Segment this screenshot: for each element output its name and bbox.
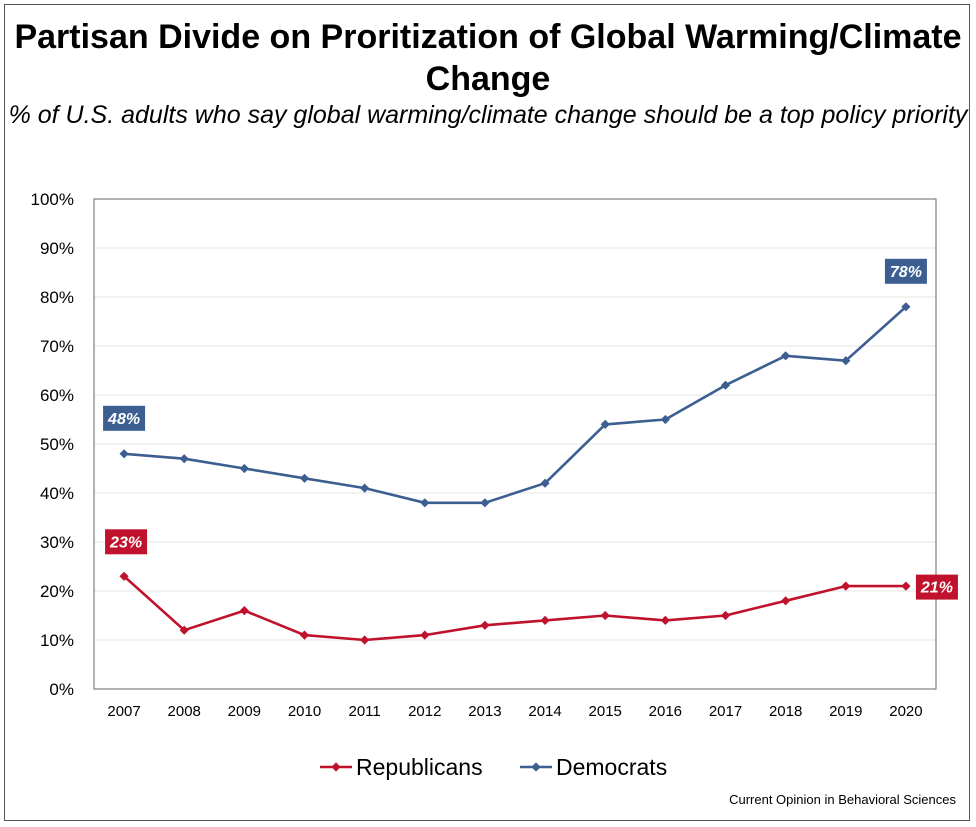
data-callout-box xyxy=(884,258,927,284)
data-callout-box xyxy=(915,574,958,600)
data-callout-label: 21% xyxy=(920,580,953,597)
chart-subtitle-text: % of U.S. adults who say global warming/… xyxy=(8,101,968,129)
chart-frame xyxy=(4,4,970,821)
data-callout-label: 78% xyxy=(890,264,922,281)
y-tick-label: 60% xyxy=(40,386,74,405)
x-tick-label: 2007 xyxy=(107,703,140,720)
x-tick-label: 2013 xyxy=(468,703,501,720)
legend-label-democrats: Democrats xyxy=(556,754,667,780)
x-tick-label: 2008 xyxy=(168,703,201,720)
data-point-democrats xyxy=(540,478,550,488)
x-tick-label: 2020 xyxy=(889,703,922,720)
y-tick-label: 90% xyxy=(40,239,74,258)
data-point-democrats xyxy=(299,473,310,483)
data-point-republicans xyxy=(420,630,430,640)
x-tick-label: 2012 xyxy=(408,703,441,720)
legend-label-republicans: Republicans xyxy=(356,754,483,780)
data-point-democrats xyxy=(179,454,189,464)
x-tick-label: 2016 xyxy=(649,703,682,720)
y-tick-label: 70% xyxy=(40,337,74,356)
data-callout-label: 23% xyxy=(109,534,142,551)
data-point-democrats xyxy=(660,414,670,425)
chart-title-text: Partisan Divide on Proritization of Glob… xyxy=(14,18,962,98)
data-point-republicans xyxy=(841,581,851,591)
data-point-democrats xyxy=(781,351,791,361)
data-point-republicans xyxy=(901,581,911,591)
data-callout-label: 48% xyxy=(107,411,140,428)
y-tick-label: 20% xyxy=(40,582,74,601)
data-point-republicans xyxy=(781,596,791,606)
x-tick-label: 2019 xyxy=(829,703,862,720)
data-point-republicans xyxy=(239,606,249,616)
x-tick-label: 2017 xyxy=(709,703,742,720)
y-tick-label: 40% xyxy=(40,484,74,503)
data-point-democrats xyxy=(119,449,129,459)
chart-subtitle: % of U.S. adults who say global warming/… xyxy=(0,100,976,131)
y-tick-label: 100% xyxy=(31,190,74,209)
data-point-republicans xyxy=(360,635,370,645)
data-callout-box xyxy=(103,405,146,431)
x-tick-label: 2011 xyxy=(349,703,381,720)
y-tick-label: 0% xyxy=(49,680,74,699)
x-tick-label: 2010 xyxy=(288,703,321,720)
data-point-republicans xyxy=(119,571,129,581)
data-point-republicans xyxy=(299,630,310,640)
data-point-democrats xyxy=(239,463,249,474)
series-line-republicans xyxy=(123,575,906,642)
data-point-democrats xyxy=(360,483,370,493)
x-tick-label: 2018 xyxy=(769,703,802,720)
data-point-democrats xyxy=(480,498,490,508)
source-credit: Current Opinion in Behavioral Sciences xyxy=(729,792,956,807)
data-point-democrats xyxy=(901,302,911,312)
data-point-democrats xyxy=(720,380,731,390)
data-point-republicans xyxy=(480,620,490,630)
plot-area-border xyxy=(93,198,937,690)
y-tick-label: 10% xyxy=(40,631,74,650)
x-tick-label: 2009 xyxy=(228,703,261,720)
legend-marker-republicans xyxy=(331,762,341,772)
data-point-democrats xyxy=(841,356,851,366)
y-tick-label: 80% xyxy=(40,288,74,307)
data-point-democrats xyxy=(600,419,610,429)
data-point-republicans xyxy=(179,625,189,635)
y-tick-label: 50% xyxy=(40,435,74,454)
y-tick-label: 30% xyxy=(40,533,74,552)
x-tick-label: 2015 xyxy=(589,703,622,720)
data-point-republicans xyxy=(600,610,610,621)
chart-title: Partisan Divide on Proritization of Glob… xyxy=(0,16,976,100)
data-point-republicans xyxy=(660,615,670,625)
legend-marker-democrats xyxy=(531,762,541,772)
data-point-republicans xyxy=(540,615,550,625)
data-point-democrats xyxy=(420,498,430,508)
data-point-republicans xyxy=(720,610,731,621)
data-callout-box xyxy=(105,529,148,555)
series-line-democrats xyxy=(123,305,907,505)
x-tick-label: 2014 xyxy=(528,703,561,720)
